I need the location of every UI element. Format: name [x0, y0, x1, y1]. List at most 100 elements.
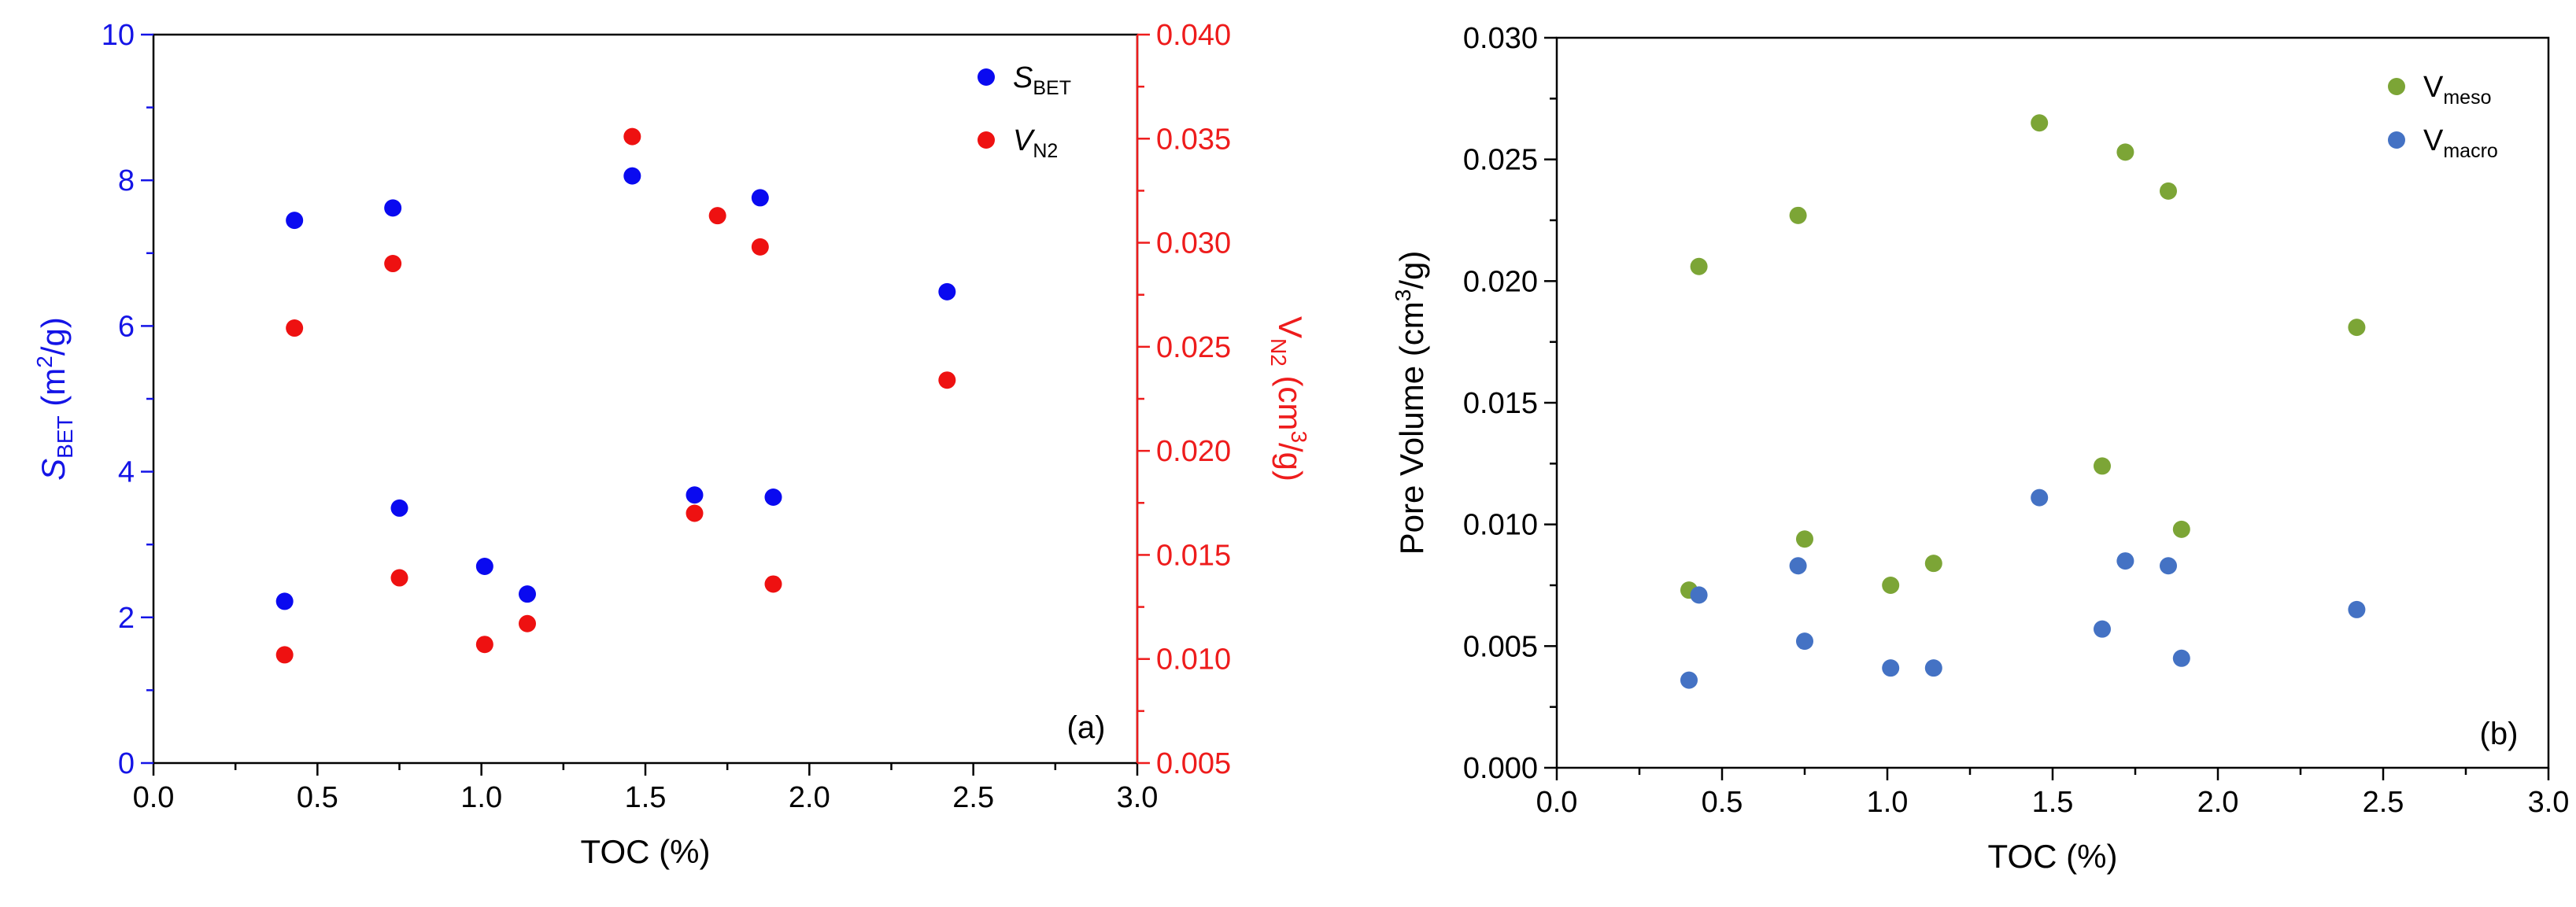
- x-tick-label: 2.5: [952, 781, 994, 814]
- y-right-tick-label: 0.005: [1156, 747, 1231, 780]
- x-tick-label: 0.5: [1702, 786, 1743, 819]
- data-point-n2: [938, 371, 956, 389]
- x-axis-label: TOC (%): [1988, 838, 2118, 875]
- data-point-bet: [686, 486, 704, 504]
- x-tick-label: 2.5: [2363, 786, 2404, 819]
- legend-marker-meso: [2388, 78, 2405, 95]
- legend-label-sub: BET: [1033, 77, 1071, 99]
- y-right-label-end: /g): [1272, 443, 1309, 481]
- y-left-tick-label: 0.005: [1463, 630, 1538, 663]
- data-point-meso: [2031, 114, 2049, 132]
- data-point-bet: [938, 282, 956, 300]
- chart-panel-1: 0.0 0.5 1.0 1.5 2.0 2.5 3.0 TOC (%) 0 2 4 6 8 10 SBET …: [32, 19, 1311, 870]
- y-right-tick-label: 0.030: [1156, 227, 1231, 260]
- y-right-tick-label: 0.040: [1156, 19, 1231, 52]
- legend-marker-macro: [2388, 131, 2405, 149]
- y-left-label-tail: (m: [35, 368, 72, 416]
- x-tick-label: 2.0: [789, 781, 830, 814]
- data-point-meso: [2094, 457, 2111, 475]
- x-tick-label: 3.0: [1117, 781, 1159, 814]
- y-right-tick-label: 0.025: [1156, 331, 1231, 364]
- data-point-bet: [286, 212, 304, 230]
- data-point-macro: [2172, 649, 2190, 667]
- y-left-label-sup: 3: [1391, 289, 1415, 302]
- x-tick-label: 1.5: [2032, 786, 2074, 819]
- data-point-meso: [2348, 319, 2366, 337]
- legend-label-main: V: [1013, 124, 1036, 157]
- legend-marker-bet: [978, 68, 995, 86]
- data-point-meso: [1690, 257, 1708, 275]
- data-point-n2: [708, 207, 726, 225]
- data-point-n2: [275, 646, 294, 664]
- x-tick-label: 3.0: [2528, 786, 2570, 819]
- data-point-bet: [390, 499, 408, 517]
- y-left-label-main: S: [35, 459, 72, 481]
- y-right-tick-label: 0.035: [1156, 123, 1231, 156]
- data-point-n2: [751, 238, 769, 256]
- y-left-label-sub: BET: [53, 415, 77, 458]
- legend-marker-n2: [978, 131, 995, 149]
- data-point-meso: [1789, 206, 1807, 224]
- data-point-bet: [519, 585, 536, 603]
- data-point-meso: [2172, 520, 2190, 538]
- data-point-bet: [384, 199, 402, 217]
- data-point-macro: [1924, 659, 1942, 677]
- data-point-macro: [2116, 552, 2134, 570]
- legend-label-main: S: [1013, 61, 1033, 94]
- legend-label-main: V: [2423, 71, 2444, 104]
- data-point-n2: [686, 504, 704, 522]
- y-left-tick-label: 6: [118, 310, 135, 343]
- y-left-label-end: /g): [35, 317, 72, 356]
- chart-panel-2: 0.0 0.5 1.0 1.5 2.0 2.5 3.0 TOC (%) 0.000 0.005 0.…: [1391, 22, 2569, 875]
- y-left-tick-label: 0.015: [1463, 387, 1538, 420]
- data-point-macro: [2094, 620, 2111, 638]
- legend-label-sub: meso: [2443, 87, 2491, 109]
- data-point-meso: [1924, 555, 1942, 573]
- x-tick-label: 0.5: [297, 781, 338, 814]
- data-point-bet: [275, 592, 294, 610]
- y-left-tick-label: 10: [102, 19, 135, 52]
- data-point-macro: [1882, 659, 1900, 677]
- panel-label: (b): [2480, 717, 2519, 751]
- y-right-label-tail: (cm: [1272, 367, 1309, 431]
- data-point-n2: [384, 255, 402, 273]
- x-tick-label: 0.0: [133, 781, 175, 814]
- data-point-n2: [519, 614, 536, 632]
- panel-label: (a): [1067, 710, 1106, 745]
- data-point-macro: [2160, 557, 2177, 575]
- y-left-axis-label: SBET (m2/g): [32, 317, 77, 481]
- x-tick-label: 2.0: [2197, 786, 2239, 819]
- data-point-n2: [286, 319, 304, 337]
- legend-entry-bet: SBET: [1013, 61, 1071, 99]
- y-left-tick-label: 0.020: [1463, 265, 1538, 298]
- legend-entry-meso: Vmeso: [2423, 71, 2492, 109]
- data-point-macro: [2348, 600, 2366, 618]
- y-left-tick-label: 4: [118, 456, 135, 489]
- x-tick-label: 1.5: [625, 781, 667, 814]
- data-point-macro: [1796, 632, 1813, 651]
- y-left-label-main: Pore Volume (cm: [1393, 301, 1430, 555]
- data-point-meso: [2116, 143, 2134, 161]
- legend-entry-n2: VN2: [1013, 124, 1058, 162]
- legend-label-sub: N2: [1033, 140, 1058, 162]
- y-right-label-main: V: [1272, 316, 1309, 338]
- x-tick-label: 1.0: [1867, 786, 1909, 819]
- y-left-tick-label: 0: [118, 747, 135, 780]
- y-left-tick-label: 2: [118, 602, 135, 635]
- y-left-tick-label: 0.010: [1463, 509, 1538, 542]
- y-right-tick-label: 0.010: [1156, 643, 1231, 677]
- data-point-n2: [390, 569, 408, 587]
- data-point-macro: [1690, 586, 1708, 604]
- data-point-bet: [475, 557, 493, 575]
- y-left-tick-label: 0.025: [1463, 144, 1538, 177]
- data-point-meso: [1796, 530, 1813, 548]
- data-point-bet: [623, 167, 641, 185]
- y-right-tick-label: 0.015: [1156, 539, 1231, 572]
- y-left-axis-label: Pore Volume (cm3/g): [1391, 251, 1430, 555]
- y-right-tick-label: 0.020: [1156, 435, 1231, 468]
- data-point-bet: [751, 189, 769, 207]
- x-tick-label: 0.0: [1536, 786, 1578, 819]
- data-point-macro: [1680, 671, 1698, 689]
